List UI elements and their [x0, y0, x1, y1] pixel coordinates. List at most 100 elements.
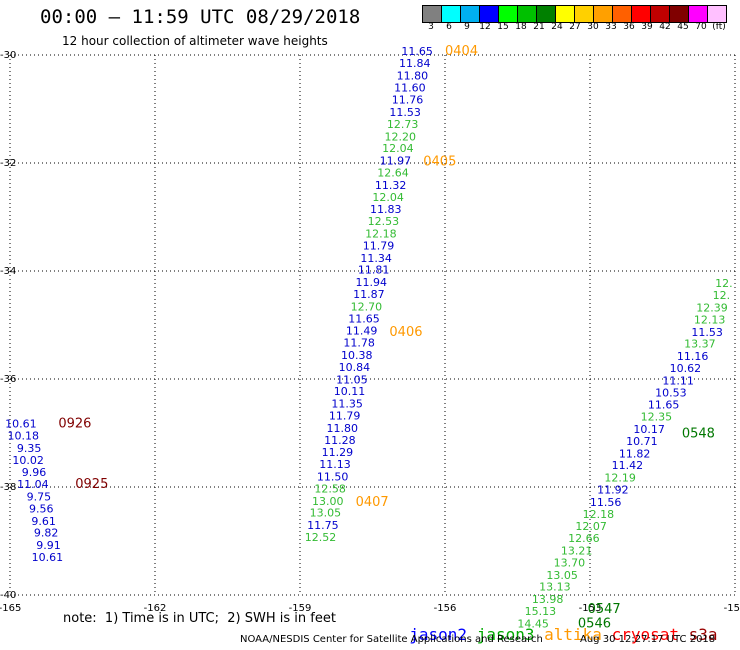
wave-height-value: 11.79 [329, 410, 361, 423]
wave-height-value: 13.05 [310, 507, 342, 520]
wave-height-value: 9.61 [31, 515, 56, 528]
x-tick-label: -165 [0, 603, 21, 614]
wave-height-value: 12. [713, 289, 731, 302]
wave-height-value: 13.13 [539, 581, 571, 594]
wave-height-value: 11.79 [363, 239, 395, 252]
color-swatch [708, 6, 726, 22]
color-scale-label: 3 [428, 22, 434, 32]
wave-height-value: 10.84 [339, 361, 371, 374]
color-swatch [689, 6, 708, 22]
wave-height-value: 12.64 [377, 167, 409, 180]
wave-height-value: 11.29 [322, 446, 354, 459]
pass-time-label: 0547 [588, 602, 621, 617]
color-scale-label: 12 [479, 22, 491, 32]
color-swatch [461, 6, 480, 22]
wave-height-value: 11.16 [677, 350, 709, 363]
wave-height-value: 11.81 [358, 264, 390, 277]
color-scale-labels: 3 6 9 12 15 18 21 24 27 30 33 36 39 42 45 70 (ft) [422, 22, 728, 32]
wave-height-value: 11.80 [397, 69, 429, 82]
wave-height-value: 9.96 [22, 466, 47, 479]
color-scale-label: 70 [695, 22, 707, 32]
wave-height-value: 12.52 [305, 531, 337, 544]
wave-height-value: 13.37 [684, 338, 716, 351]
wave-height-value: 11.65 [401, 45, 433, 58]
wave-height-value: 11.05 [336, 373, 368, 386]
wave-height-value: 11.83 [370, 203, 402, 216]
wave-height-value: 10.61 [5, 418, 37, 431]
wave-height-value: 11.76 [392, 94, 424, 107]
legend-jason3: jason3 [476, 625, 535, 644]
wave-height-value: 11.56 [590, 496, 622, 509]
wave-height-value: 12.04 [382, 142, 414, 155]
color-swatch [651, 6, 670, 22]
wave-height-value: 12.13 [694, 313, 726, 326]
wave-height-value: 14.45 [517, 617, 549, 630]
color-swatch [594, 6, 613, 22]
wave-height-value: 11.78 [343, 337, 375, 350]
color-scale-label: 33 [605, 22, 617, 32]
x-tick-label: -159 [289, 603, 312, 614]
wave-height-value: 13.00 [312, 495, 344, 508]
wave-height-value: 11.42 [612, 459, 644, 472]
wave-height-value: 12.19 [604, 472, 636, 485]
color-swatch [613, 6, 632, 22]
wave-height-value: 9.56 [29, 502, 54, 515]
wave-height-value: 11.28 [324, 434, 356, 447]
x-tick-label: -156 [434, 603, 457, 614]
wave-height-value: 10.02 [12, 454, 44, 467]
wave-height-value: 12.70 [351, 300, 383, 313]
footer-timestamp: Aug 30 12:27:17 UTC 2018 [580, 634, 716, 645]
wave-height-value: 11.82 [619, 447, 651, 460]
wave-height-value: 10.17 [633, 423, 665, 436]
color-scale-label: 30 [587, 22, 599, 32]
color-scale-label: 15 [497, 22, 509, 32]
color-swatch [632, 6, 651, 22]
color-swatch [442, 6, 461, 22]
color-scale-bar [422, 5, 727, 23]
wave-height-value: 11.34 [360, 252, 392, 265]
wave-height-value: 11.87 [353, 288, 385, 301]
pass-time-label: 0405 [423, 155, 456, 170]
color-swatch [480, 6, 499, 22]
wave-height-value: 13.05 [546, 569, 578, 582]
pass-time-label: 0407 [356, 495, 389, 510]
wave-height-value: 10.53 [655, 386, 687, 399]
pass-time-label: 0404 [445, 44, 478, 59]
y-tick-label: -36 [0, 374, 16, 385]
color-swatch [670, 6, 689, 22]
wave-height-value: 12.35 [641, 411, 673, 424]
x-tick-label: -162 [144, 603, 167, 614]
color-swatch [423, 6, 442, 22]
wave-height-value: 10.18 [8, 429, 40, 442]
wave-height-value: 11.13 [319, 458, 351, 471]
legend-s3a: s3a [688, 625, 718, 644]
color-swatch [518, 6, 537, 22]
y-tick-label: -38 [0, 482, 16, 493]
wave-height-value: 12.39 [696, 302, 728, 315]
wave-height-value: 9.75 [27, 491, 52, 504]
color-swatch [556, 6, 575, 22]
y-tick-label: -30 [0, 50, 16, 61]
pass-time-label: 0925 [75, 477, 108, 492]
wave-height-value: 11.04 [17, 478, 49, 491]
wave-height-value: 11.53 [389, 106, 421, 119]
wave-height-value: 10.38 [341, 349, 373, 362]
wave-height-value: 11.75 [307, 519, 339, 532]
wave-height-value: 9.35 [17, 442, 42, 455]
wave-height-value: 11.94 [356, 276, 388, 289]
color-scale-label: 45 [677, 22, 689, 32]
wave-height-value: 11.92 [597, 483, 629, 496]
wave-height-value: 12. [715, 277, 733, 290]
color-scale-label: 18 [515, 22, 527, 32]
wave-height-value: 11.32 [375, 179, 407, 192]
wave-height-value: 11.50 [317, 471, 349, 484]
color-scale-label: 24 [551, 22, 563, 32]
x-tick-label: -150 [724, 603, 740, 614]
wave-height-value: 11.11 [662, 374, 694, 387]
wave-height-value: 13.70 [554, 556, 586, 569]
color-swatch [537, 6, 556, 22]
units-note: note: 1) Time is in UTC; 2) SWH is in fe… [63, 611, 336, 626]
wave-height-value: 11.97 [380, 155, 412, 168]
wave-height-value: 11.80 [327, 422, 359, 435]
